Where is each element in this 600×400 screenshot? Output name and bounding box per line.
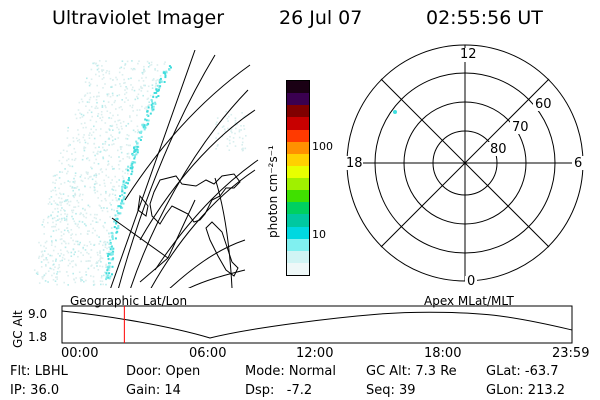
timeline-frame	[61, 305, 573, 344]
colorbar-segment	[287, 129, 309, 142]
timeline-y-tick-min: 1.8	[28, 330, 48, 344]
colorbar-segment	[287, 141, 309, 154]
info-seq: Seq: 39	[366, 383, 416, 398]
aurora-speckle	[33, 60, 247, 286]
x-tick-0000: 00:00	[61, 346, 99, 361]
date-label: 26 Jul 07	[279, 7, 363, 29]
x-tick-1200: 12:00	[296, 346, 334, 361]
lat-label-60: 60	[535, 97, 552, 112]
x-tick-0600: 06:00	[189, 346, 227, 361]
colorbar-segment	[287, 202, 309, 215]
time-label: 02:55:56 UT	[426, 7, 543, 29]
colorbar-segment	[287, 238, 309, 251]
colorbar-segment	[287, 81, 309, 94]
colorbar-segment	[287, 226, 309, 239]
mlt-label-18: 18	[346, 156, 363, 171]
colorbar-segment	[287, 262, 309, 275]
altitude-curve	[61, 310, 573, 339]
info-gc-alt: GC Alt: 7.3 Re	[366, 364, 457, 379]
info-ip: IP: 36.0	[10, 383, 60, 398]
colorbar-tick-10: 10	[312, 228, 326, 241]
info-gain: Gain: 14	[126, 383, 181, 398]
info-glat: GLat: -63.7	[486, 364, 559, 379]
timeline-left-title: Geographic Lat/Lon	[70, 294, 188, 308]
info-glon: GLon: 213.2	[486, 383, 566, 398]
x-tick-2359: 23:59	[552, 346, 590, 361]
x-tick-1800: 18:00	[424, 346, 462, 361]
colorbar-tick-100: 100	[312, 140, 333, 153]
colorbar-segment	[287, 165, 309, 178]
info-dsp: Dsp: -7.2	[245, 383, 313, 398]
lat-label-80: 80	[490, 142, 507, 157]
colorbar-segment	[287, 214, 309, 227]
info-door: Door: Open	[126, 364, 201, 379]
colorbar-segment	[287, 153, 309, 166]
info-filter: Flt: LBHL	[10, 364, 68, 379]
lat-lon-grid	[110, 50, 259, 288]
colorbar	[286, 80, 310, 276]
colorbar-segment	[287, 117, 309, 130]
timeline-right-title: Apex MLat/MLT	[424, 294, 514, 308]
colorbar-segment	[287, 190, 309, 203]
mlt-label-0: 0	[467, 274, 476, 289]
colorbar-segment	[287, 93, 309, 106]
coastline	[137, 173, 241, 277]
lat-label-70: 70	[512, 120, 529, 135]
mlt-label-12: 12	[460, 47, 477, 62]
timeline-y-tick-max: 9.0	[28, 307, 48, 321]
app-title: Ultraviolet Imager	[52, 7, 225, 29]
colorbar-segment	[287, 105, 309, 118]
colorbar-segment	[287, 250, 309, 263]
info-mode: Mode: Normal	[245, 364, 336, 379]
mlt-label-6: 6	[574, 156, 583, 171]
colorbar-segment	[287, 178, 309, 191]
